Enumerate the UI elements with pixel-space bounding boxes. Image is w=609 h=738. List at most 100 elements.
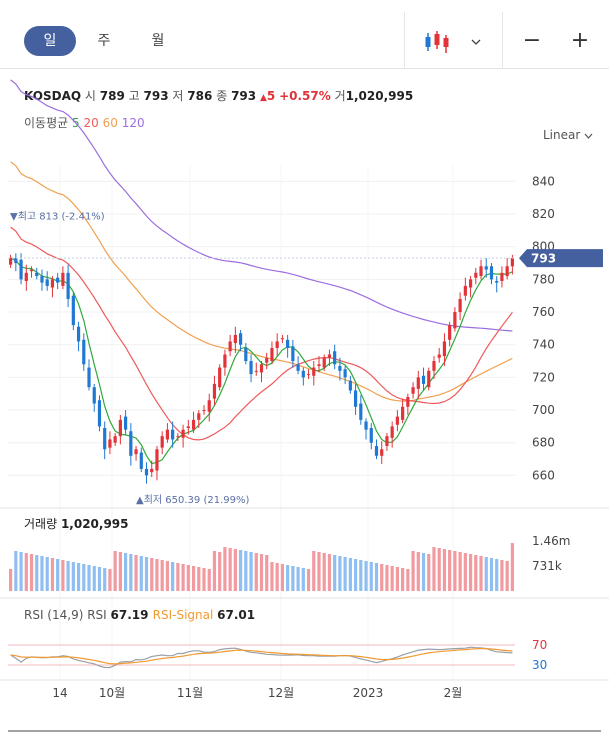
volume-bar — [35, 555, 39, 591]
candle-body — [432, 361, 436, 371]
volume-bar — [238, 550, 243, 591]
tab-weekly[interactable]: 주 — [97, 33, 111, 49]
volume-bar — [19, 552, 23, 591]
candle-body — [191, 419, 196, 430]
candle-body — [385, 436, 389, 446]
candle-body — [411, 387, 415, 394]
candle-body — [129, 431, 133, 456]
volume-bar — [463, 553, 467, 591]
y-tick-label: 800 — [532, 240, 555, 254]
volume-bar — [171, 562, 175, 591]
candle-body — [448, 325, 452, 340]
candle-body — [82, 339, 86, 365]
volume-bar — [505, 561, 509, 591]
x-tick-label: 14 — [52, 686, 67, 700]
volume-bar — [61, 560, 65, 591]
zoom-out-button[interactable]: − — [522, 28, 542, 53]
chart-type-button[interactable] — [420, 26, 454, 56]
candle-body — [160, 436, 164, 448]
volume-bar — [395, 567, 399, 591]
candle-body — [327, 354, 332, 358]
ma-5[interactable]: 5 — [72, 116, 80, 130]
volume-bar — [40, 556, 44, 591]
ma-20[interactable]: 20 — [83, 116, 99, 130]
volume-bar — [312, 551, 316, 591]
volume-bar — [223, 547, 227, 591]
candle-body — [463, 285, 467, 296]
volume-bar — [249, 552, 253, 591]
candle-body — [442, 341, 447, 357]
candle-body — [505, 266, 509, 277]
chart-toolbar: 일 주 월 − + — [0, 0, 609, 69]
high-value: 793 — [143, 89, 169, 103]
candle-body — [484, 266, 488, 270]
volume-bar — [265, 555, 269, 591]
candle-body — [134, 449, 138, 455]
volume-bar — [244, 551, 248, 591]
candle-body — [14, 258, 18, 264]
scale-dropdown[interactable]: Linear — [543, 128, 593, 142]
chevron-down-icon — [471, 39, 481, 45]
volume-bar — [176, 563, 180, 591]
candle-body — [233, 334, 237, 344]
volume-bar — [191, 566, 196, 591]
ma-60[interactable]: 60 — [102, 116, 118, 130]
moving-average-legend: 이동평균 5 20 60 120 — [24, 116, 145, 130]
volume-bar — [453, 551, 457, 591]
volume-bar — [500, 560, 504, 591]
y-tick-label: 820 — [532, 207, 555, 221]
candle-body — [212, 383, 217, 399]
candle-body — [301, 370, 305, 378]
volume-bar — [259, 554, 264, 591]
tab-monthly[interactable]: 월 — [151, 33, 165, 49]
x-tick-label: 10월 — [99, 686, 125, 700]
volume-bar — [118, 552, 122, 591]
volume-tick-label: 731k — [532, 559, 562, 573]
candle-body — [155, 449, 159, 471]
candle-body — [118, 419, 122, 437]
volume-bar — [160, 560, 164, 591]
ma-120[interactable]: 120 — [121, 116, 145, 130]
low-annotation: ▲최저 650.39 (21.99%) — [136, 494, 249, 506]
candle-body — [150, 468, 154, 473]
volume-bar — [155, 559, 159, 591]
candle-body — [479, 266, 483, 277]
candle-body — [291, 346, 295, 362]
ma-20-line — [10, 226, 513, 441]
candle-body — [259, 364, 264, 373]
volume-bar — [385, 565, 389, 591]
volume-bar — [275, 563, 279, 591]
candle-body — [437, 354, 441, 358]
candle-body — [71, 295, 75, 326]
candle-body — [374, 445, 379, 456]
volume-bar — [186, 565, 190, 591]
chevron-down-icon — [584, 133, 593, 139]
index-name: KOSDAQ — [24, 89, 82, 103]
volume-bar — [291, 566, 295, 591]
volume-bar — [411, 551, 415, 591]
volume-bar — [374, 563, 379, 591]
volume-bar — [165, 561, 170, 591]
chart-type-dropdown[interactable] — [464, 26, 488, 56]
candle-body — [468, 279, 473, 288]
volume-bar — [322, 553, 326, 591]
volume-bar — [484, 557, 488, 591]
zoom-in-button[interactable]: + — [570, 28, 590, 53]
y-tick-label: 840 — [532, 174, 555, 188]
candle-body — [427, 370, 431, 388]
volume-label: 거래량 1,020,995 — [24, 517, 129, 531]
candle-body — [317, 364, 321, 366]
candle-body — [223, 354, 227, 368]
volume-bar — [233, 549, 237, 591]
candle-body — [92, 387, 96, 404]
change-arrow-icon: ▲ — [259, 93, 267, 103]
y-tick-label: 720 — [532, 370, 555, 384]
candle-body — [186, 426, 190, 429]
last-price-label: 793 — [531, 252, 556, 266]
volume-bar — [134, 555, 138, 591]
tab-daily[interactable]: 일 — [24, 26, 76, 56]
candle-body — [181, 429, 185, 438]
volume-bar — [254, 553, 258, 591]
candle-body — [369, 428, 373, 443]
